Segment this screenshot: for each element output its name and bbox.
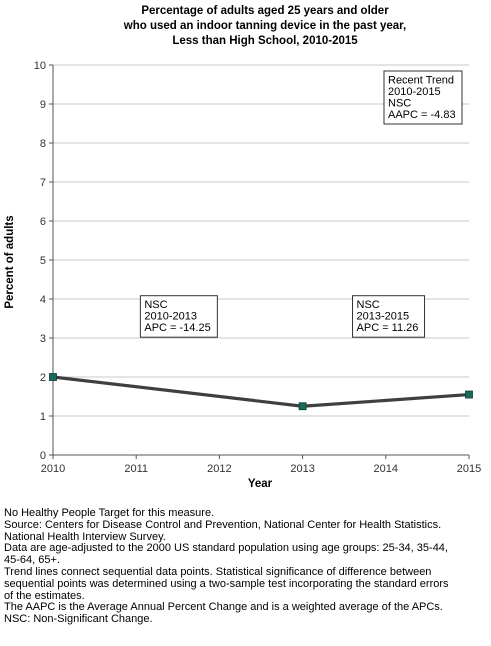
annotation-text: APC = -14.25: [144, 322, 210, 334]
footnote-line: Data are age-adjusted to the 2000 US sta…: [4, 542, 448, 555]
y-tick-label: 2: [40, 372, 46, 384]
footnote-line: NSC: Non-Significant Change.: [4, 613, 153, 626]
chart-title-line: Percentage of adults aged 25 years and o…: [141, 5, 389, 17]
data-point: [298, 402, 307, 411]
y-tick-label: 0: [40, 450, 46, 462]
y-tick-label: 8: [40, 138, 46, 150]
footnote-line: sequential points was determined using a…: [4, 577, 449, 590]
footnote-line: No Healthy People Target for this measur…: [4, 507, 215, 519]
footnote-line: Source: Centers for Disease Control and …: [4, 518, 442, 531]
footnote-line: 45-64, 65+.: [4, 554, 60, 567]
y-tick-label: 4: [40, 294, 46, 306]
y-tick-label: 6: [40, 216, 46, 228]
x-tick-label: 2011: [124, 463, 148, 475]
annotation-frame: [383, 70, 463, 125]
y-tick-label: 10: [34, 60, 46, 72]
annotation-text: 2013-2015: [357, 311, 410, 323]
y-tick-label: 1: [40, 411, 46, 423]
chart-title: Percentage of adults aged 25 years and o…: [40, 4, 490, 49]
footnotes: No Healthy People Target for this measur…: [4, 507, 490, 626]
annotation-text: 2010-2013: [144, 311, 197, 323]
footnote-line: The AAPC is the Average Annual Percent C…: [4, 601, 443, 614]
data-point: [465, 390, 473, 399]
annotation-frame: [139, 295, 218, 338]
x-tick-label: 2014: [374, 463, 398, 475]
annotation-text: AAPC = -4.83: [388, 109, 456, 121]
line-chart: 0 1 2 3 4 5 6 7 8 9 10 2010 2011 2012 2013 2014 2015 Re…: [4, 60, 481, 490]
footnote-line: Trend lines connect sequential data poin…: [4, 565, 432, 578]
footnote-line: National Health Interview Survey.: [4, 530, 166, 543]
trend-line: [52, 375, 470, 408]
annotation-text: APC = 11.26: [357, 322, 419, 334]
y-tick-label: 9: [40, 99, 46, 111]
y-axis-title: Percent of adults: [4, 215, 16, 308]
annotation-text: NSC: [388, 98, 411, 110]
data-point: [49, 373, 57, 381]
footnote-line: of the estimates.: [4, 589, 85, 602]
y-tick-label: 5: [40, 255, 46, 267]
x-axis-ticks: 2010 2011 2012 2013 2014 2015: [41, 455, 481, 475]
annotation-text: NSC: [357, 299, 380, 311]
x-tick-label: 2012: [207, 463, 231, 475]
x-tick-label: 2010: [41, 463, 65, 475]
y-axis-ticks: 0 1 2 3 4 5 6 7 8 9 10: [34, 60, 53, 462]
x-tick-label: 2015: [457, 463, 481, 475]
annotation-text: Recent Trend: [388, 75, 454, 87]
y-tick-label: 3: [40, 333, 46, 345]
y-tick-label: 7: [40, 177, 46, 189]
annotation-text: NSC: [144, 299, 167, 311]
x-axis-title: Year: [248, 478, 273, 490]
chart-title-line: who used an indoor tanning device in the…: [123, 20, 407, 32]
annotation-text: 2010-2015: [388, 86, 441, 98]
series: [49, 373, 473, 411]
x-tick-label: 2013: [290, 463, 314, 475]
annotation-frame: [352, 295, 426, 338]
axes: [52, 65, 469, 456]
chart-title-line: Less than High School, 2010-2015: [172, 35, 358, 47]
